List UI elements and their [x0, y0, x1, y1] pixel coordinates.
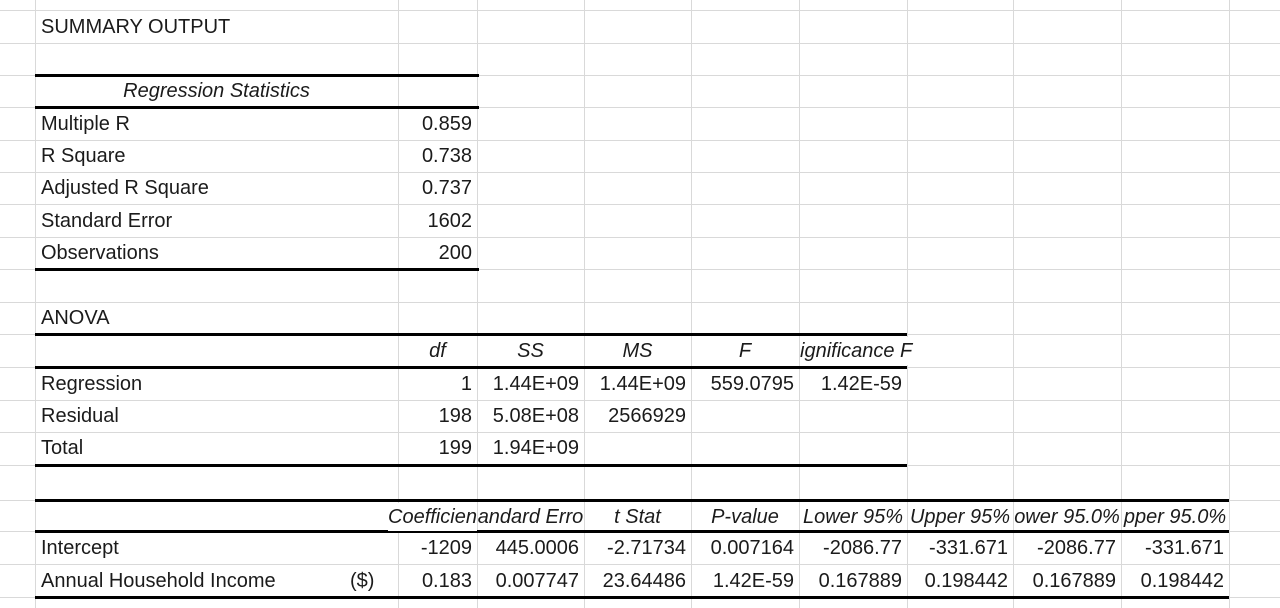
cell-intercept-upper-95[interactable]: -331.671	[929, 537, 1008, 559]
cell-coef-col-upper-95-0[interactable]: pper 95.0%	[1123, 506, 1227, 528]
table-border	[35, 268, 479, 271]
gridline	[0, 302, 1280, 303]
gridline	[1121, 0, 1122, 608]
cell-regression-statistics-header[interactable]: Regression Statistics	[123, 80, 310, 102]
cell-income-t-stat[interactable]: 23.64486	[602, 570, 686, 592]
cell-coef-col-t-stat[interactable]: t Stat	[614, 506, 661, 528]
income-label-text: Annual Household Income	[41, 570, 276, 592]
cell-anova-regression-ss[interactable]: 1.44E+09	[492, 373, 579, 395]
table-border	[35, 596, 1229, 599]
gridline	[477, 0, 478, 608]
gridline	[691, 0, 692, 608]
table-border	[35, 366, 907, 369]
cell-anova-regression-sig-f[interactable]: 1.42E-59	[820, 373, 902, 395]
cell-observations-label[interactable]: Observations	[41, 242, 159, 264]
cell-anova-total-ss[interactable]: 1.94E+09	[492, 437, 579, 459]
table-border	[35, 499, 1229, 502]
cell-income-upper-95-0[interactable]: 0.198442	[1140, 570, 1224, 592]
cell-anova-total-df[interactable]: 199	[438, 437, 472, 459]
gridline	[0, 269, 1280, 270]
cell-multiple-r-label[interactable]: Multiple R	[41, 113, 130, 135]
gridline	[584, 0, 585, 608]
cell-coef-col-standard-error[interactable]: andard Erro	[477, 506, 584, 528]
gridline	[907, 0, 908, 608]
cell-coef-col-upper-95[interactable]: Upper 95%	[909, 506, 1011, 528]
cell-intercept-p-value[interactable]: 0.007164	[710, 537, 794, 559]
cell-coef-col-coefficients[interactable]: Coefficien	[388, 503, 477, 531]
cell-anova-regression-label[interactable]: Regression	[41, 373, 143, 395]
cell-anova-total-label[interactable]: Total	[41, 437, 84, 459]
table-border	[35, 530, 1229, 533]
gridline	[1013, 0, 1014, 608]
gridline	[398, 0, 399, 608]
cell-multiple-r-value[interactable]: 0.859	[421, 113, 472, 135]
cell-r-square-label[interactable]: R Square	[41, 145, 126, 167]
gridline	[799, 0, 800, 608]
gridline	[0, 564, 1280, 565]
cell-income-label[interactable]: Annual Household Income ($)	[35, 565, 404, 597]
table-border	[35, 106, 479, 109]
cell-intercept-coefficient[interactable]: -1209	[420, 537, 472, 559]
cell-coef-col-lower-95[interactable]: Lower 95%	[802, 506, 904, 528]
gridline	[0, 43, 1280, 44]
gridline	[0, 400, 1280, 401]
cell-coef-col-lower-95-0[interactable]: ower 95.0%	[1014, 506, 1120, 528]
gridline	[0, 204, 1280, 205]
cell-r-square-value[interactable]: 0.738	[421, 145, 472, 167]
table-border	[35, 464, 907, 467]
cell-anova-col-significance-f[interactable]: ignificance F	[800, 337, 914, 365]
cell-income-standard-error[interactable]: 0.007747	[495, 570, 579, 592]
cell-observations-value[interactable]: 200	[438, 242, 472, 264]
gridline	[0, 432, 1280, 433]
cell-standard-error-label[interactable]: Standard Error	[41, 210, 173, 232]
cell-intercept-lower-95-0[interactable]: -2086.77	[1037, 537, 1116, 559]
gridline	[0, 140, 1280, 141]
cell-anova-col-ms[interactable]: MS	[622, 340, 653, 362]
cell-anova-regression-df[interactable]: 1	[460, 373, 472, 395]
cell-coef-col-p-value[interactable]: P-value	[711, 506, 779, 528]
gridline	[0, 75, 1280, 76]
cell-income-upper-95[interactable]: 0.198442	[924, 570, 1008, 592]
gridline	[0, 10, 1280, 11]
income-label-suffix: ($)	[350, 570, 375, 592]
cell-intercept-label[interactable]: Intercept	[41, 537, 119, 559]
cell-income-coefficient[interactable]: 0.183	[421, 570, 472, 592]
cell-summary-output-title[interactable]: SUMMARY OUTPUT	[41, 16, 231, 38]
cell-income-lower-95-0[interactable]: 0.167889	[1032, 570, 1116, 592]
table-border	[35, 74, 479, 77]
gridline	[1229, 0, 1230, 608]
cell-anova-col-ss[interactable]: SS	[517, 340, 544, 362]
cell-anova-residual-ms[interactable]: 2566929	[608, 405, 686, 427]
cell-anova-col-f[interactable]: F	[738, 340, 752, 362]
gridline	[0, 107, 1280, 108]
cell-standard-error-value[interactable]: 1602	[427, 210, 473, 232]
cell-anova-residual-ss[interactable]: 5.08E+08	[492, 405, 579, 427]
cell-income-p-value[interactable]: 1.42E-59	[712, 570, 794, 592]
cell-intercept-upper-95-0[interactable]: -331.671	[1145, 537, 1224, 559]
cell-income-lower-95[interactable]: 0.167889	[818, 570, 902, 592]
cell-adjusted-r-square-label[interactable]: Adjusted R Square	[41, 177, 209, 199]
gridline	[35, 0, 36, 608]
cell-adjusted-r-square-value[interactable]: 0.737	[421, 177, 472, 199]
cell-anova-residual-df[interactable]: 198	[438, 405, 472, 427]
cell-anova-regression-f[interactable]: 559.0795	[710, 373, 794, 395]
cell-anova-col-df[interactable]: df	[429, 340, 446, 362]
cell-intercept-lower-95[interactable]: -2086.77	[823, 537, 902, 559]
gridline	[0, 237, 1280, 238]
cell-anova-header[interactable]: ANOVA	[41, 307, 110, 329]
cell-anova-regression-ms[interactable]: 1.44E+09	[599, 373, 686, 395]
gridline	[0, 172, 1280, 173]
cell-anova-residual-label[interactable]: Residual	[41, 405, 119, 427]
cell-intercept-t-stat[interactable]: -2.71734	[607, 537, 686, 559]
table-border	[35, 333, 907, 336]
cell-intercept-standard-error[interactable]: 445.0006	[495, 537, 579, 559]
